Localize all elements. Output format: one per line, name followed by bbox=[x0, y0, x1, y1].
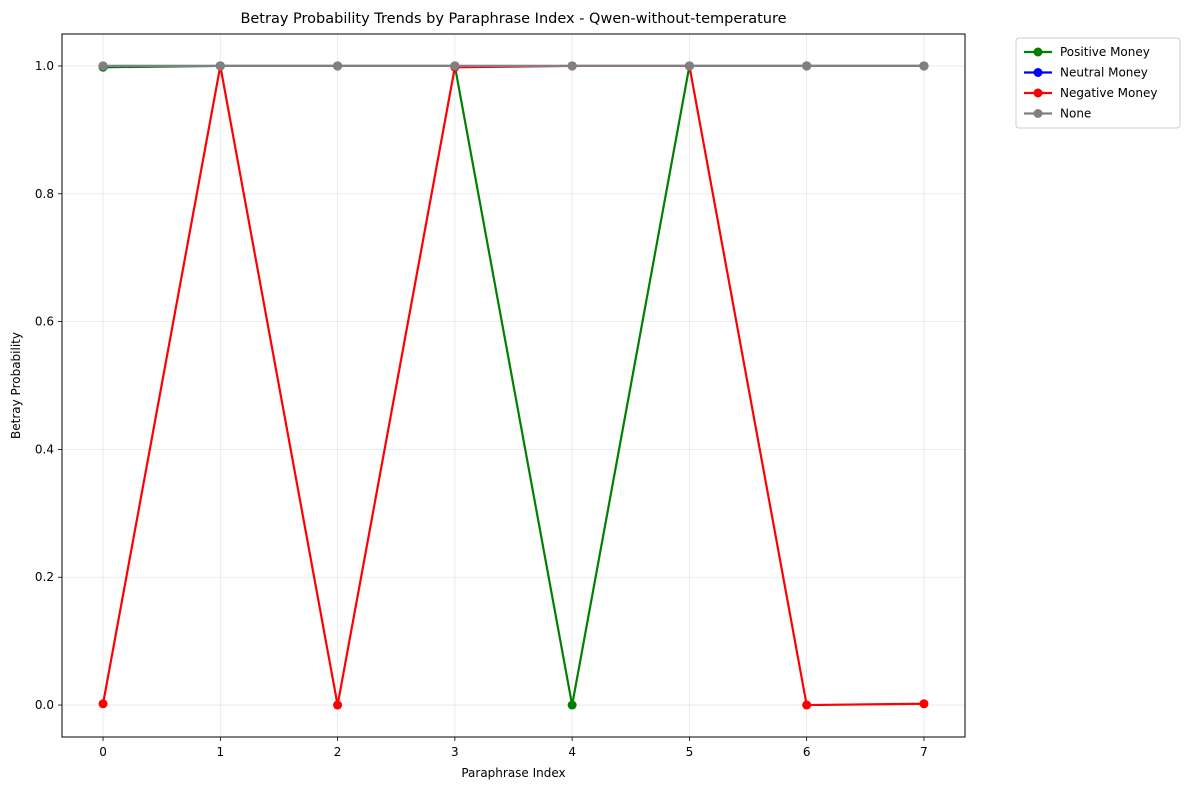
legend-swatch-marker bbox=[1033, 68, 1043, 77]
y-tick-label: 1.0 bbox=[35, 59, 54, 73]
series-none bbox=[98, 61, 929, 71]
data-point-negative-money bbox=[333, 700, 343, 710]
y-axis-label: Betray Probability bbox=[9, 332, 23, 439]
legend-label: None bbox=[1060, 107, 1091, 121]
legend-swatch-marker bbox=[1033, 109, 1043, 118]
data-point-none bbox=[919, 61, 929, 71]
y-tick-label: 0.8 bbox=[35, 187, 54, 201]
legend-item-neutral-money: Neutral Money bbox=[1024, 66, 1148, 80]
legend-item-negative-money: Negative Money bbox=[1024, 86, 1157, 100]
x-tick-label: 7 bbox=[920, 745, 928, 759]
x-tick-label: 4 bbox=[568, 745, 576, 759]
legend-label: Positive Money bbox=[1060, 45, 1150, 59]
legend-item-positive-money: Positive Money bbox=[1024, 45, 1150, 59]
plot-area bbox=[61, 33, 966, 738]
data-point-none bbox=[684, 61, 694, 71]
y-tick-label: 0.0 bbox=[35, 698, 54, 712]
y-tick-label: 0.4 bbox=[35, 442, 54, 456]
data-point-positive-money bbox=[567, 700, 577, 710]
y-tick-label: 0.2 bbox=[35, 570, 54, 584]
x-tick-label: 2 bbox=[334, 745, 342, 759]
legend-label: Negative Money bbox=[1060, 86, 1157, 100]
legend: Positive Money Neutral Money Negative Mone… bbox=[1015, 37, 1181, 129]
data-point-negative-money bbox=[98, 699, 108, 709]
x-tick-label: 5 bbox=[686, 745, 694, 759]
series-layer bbox=[98, 61, 929, 710]
legend-label: Neutral Money bbox=[1060, 66, 1148, 80]
data-point-none bbox=[333, 61, 343, 71]
x-axis-label: Paraphrase Index bbox=[461, 766, 565, 780]
legend-box bbox=[1015, 37, 1181, 129]
legend-swatch-marker bbox=[1033, 47, 1043, 57]
data-point-none bbox=[450, 61, 460, 71]
data-point-none bbox=[567, 61, 577, 71]
x-tick-label: 0 bbox=[99, 745, 107, 759]
data-point-none bbox=[802, 61, 812, 71]
data-point-none bbox=[98, 61, 108, 71]
x-tick-label: 3 bbox=[451, 745, 459, 759]
data-point-none bbox=[215, 61, 225, 71]
legend-item-none: None bbox=[1024, 107, 1091, 121]
data-point-negative-money bbox=[919, 699, 929, 709]
y-tick-label: 0.6 bbox=[35, 315, 54, 329]
data-point-negative-money bbox=[802, 700, 812, 710]
axis-ticks: 0 1 2 3 4 5 6 7 0.0 0.2 0.4 0.6 0.8 1.0 bbox=[35, 59, 928, 759]
chart-title: Betray Probability Trends by Paraphrase … bbox=[240, 11, 786, 27]
x-tick-label: 6 bbox=[803, 745, 811, 759]
x-tick-label: 1 bbox=[216, 745, 224, 759]
legend-swatch-marker bbox=[1033, 88, 1043, 98]
